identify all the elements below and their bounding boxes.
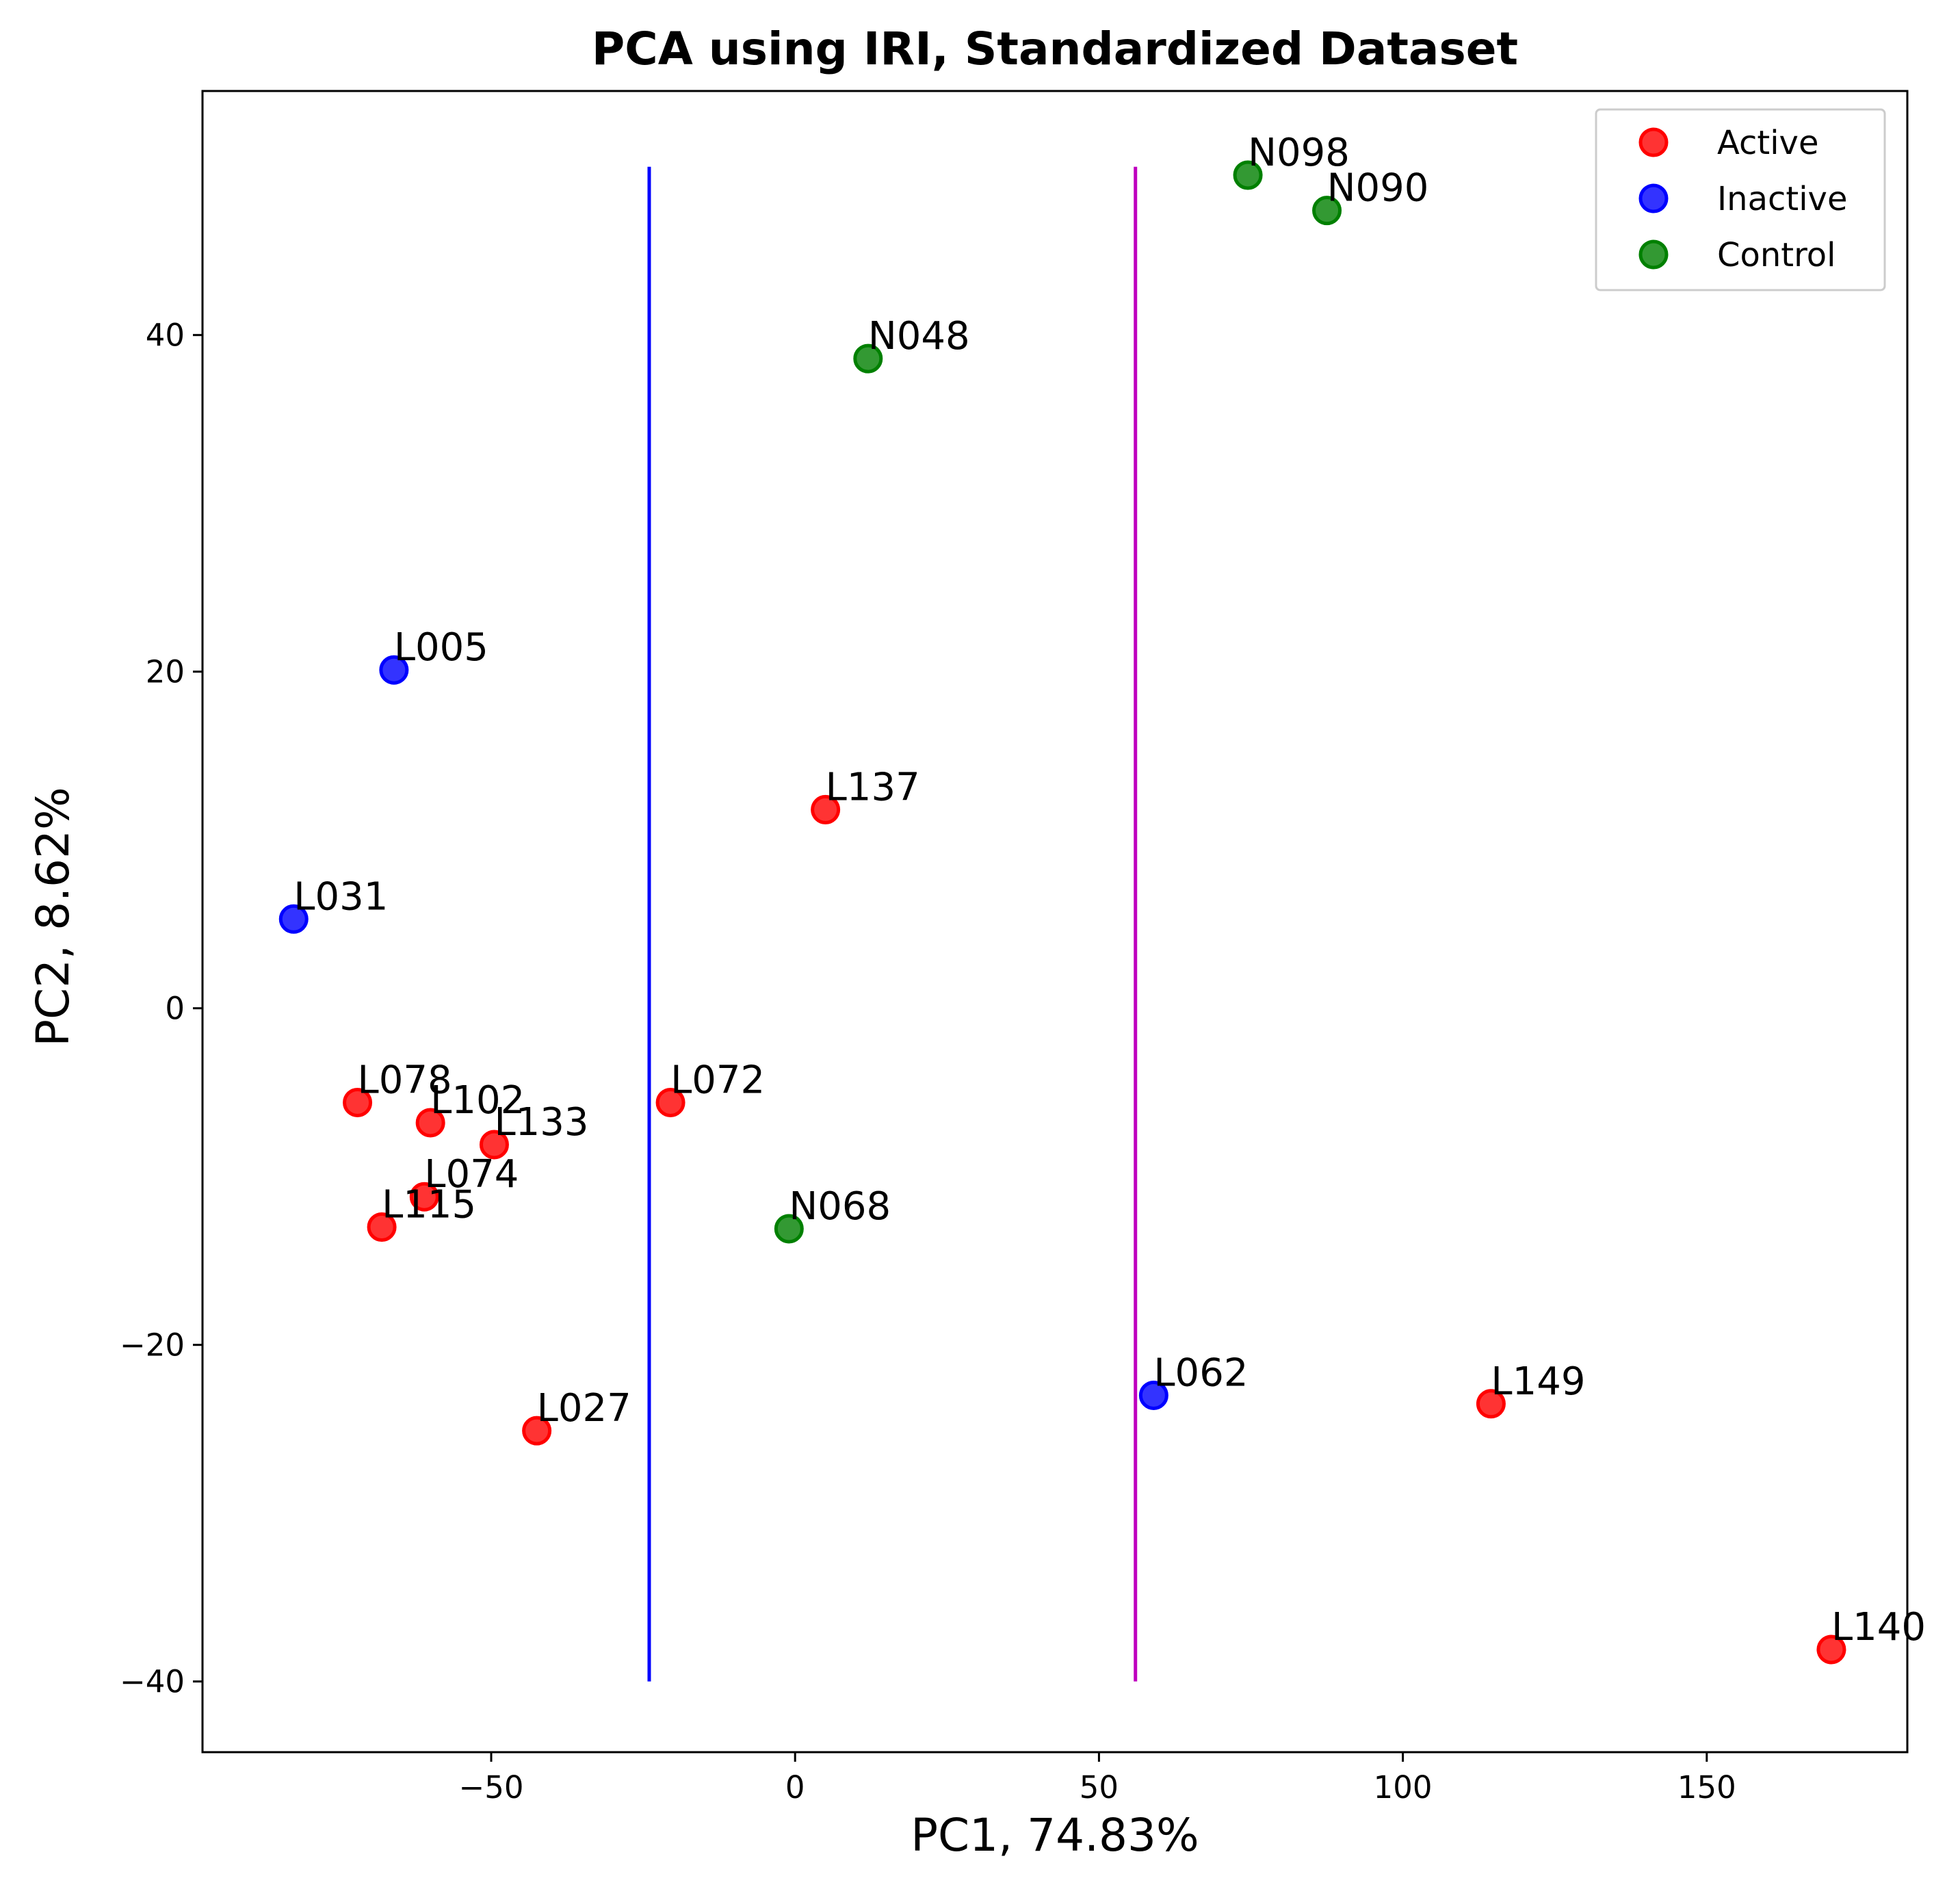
point-l115: [367, 1212, 397, 1242]
y-tick-label: 40: [146, 317, 185, 354]
y-axis-label: PC2, 8.62%: [27, 787, 79, 1047]
legend: Active Inactive Control: [1595, 108, 1886, 291]
y-tick-label: −20: [120, 1327, 185, 1364]
point-l062: [1138, 1380, 1168, 1410]
legend-label-active: Active: [1717, 124, 1818, 162]
legend-marker-inactive: [1638, 183, 1669, 213]
point-n068: [774, 1214, 804, 1244]
point-label-l115: L115: [382, 1182, 476, 1227]
point-label-l005: L005: [394, 625, 488, 670]
point-label-l062: L062: [1153, 1351, 1248, 1395]
x-tick-label: 150: [1677, 1769, 1736, 1806]
point-label-l137: L137: [826, 765, 920, 809]
x-tick-label: 0: [785, 1769, 805, 1806]
point-label-l149: L149: [1491, 1359, 1585, 1404]
chart-title: PCA using IRI, Standardized Dataset: [592, 23, 1518, 75]
point-l133: [479, 1130, 509, 1160]
point-label-l078: L078: [358, 1058, 452, 1102]
point-n048: [853, 343, 883, 374]
point-l005: [379, 655, 409, 685]
point-label-l102: L102: [430, 1078, 525, 1123]
legend-marker-control: [1638, 239, 1669, 270]
x-axis-ticks: −50 0 50 100 150: [459, 1752, 1736, 1806]
point-l031: [278, 904, 309, 934]
point-l102: [415, 1108, 445, 1138]
point-n090: [1312, 196, 1342, 226]
point-label-l133: L133: [494, 1100, 588, 1145]
legend-label-control: Control: [1717, 236, 1836, 274]
point-n098: [1233, 160, 1263, 190]
point-label-l027: L027: [537, 1386, 631, 1431]
point-l149: [1476, 1389, 1506, 1419]
point-label-n068: N068: [789, 1184, 891, 1229]
legend-marker-active: [1638, 127, 1669, 157]
point-label-n098: N098: [1248, 131, 1350, 175]
point-l027: [522, 1416, 552, 1446]
plot-area-frame: [201, 90, 1909, 1754]
data-points: [278, 160, 1846, 1665]
point-label-l072: L072: [670, 1058, 765, 1102]
point-label-n048: N048: [868, 314, 970, 359]
y-tick-label: −40: [120, 1664, 185, 1700]
reference-lines: [647, 166, 1138, 1682]
point-l137: [811, 794, 841, 824]
x-tick-label: 50: [1080, 1769, 1119, 1806]
legend-box: [1595, 108, 1886, 291]
point-label-l074: L074: [424, 1152, 519, 1197]
point-l074: [409, 1182, 439, 1212]
x-axis-label: PC1, 74.83%: [911, 1809, 1199, 1862]
y-tick-label: 0: [165, 991, 185, 1027]
legend-label-inactive: Inactive: [1717, 180, 1847, 218]
point-label-l031: L031: [293, 874, 388, 919]
y-tick-label: 20: [146, 654, 185, 690]
point-l140: [1816, 1634, 1846, 1665]
x-tick-label: 100: [1374, 1769, 1433, 1806]
x-tick-label: −50: [459, 1769, 524, 1806]
point-l078: [343, 1087, 373, 1117]
point-label-l140: L140: [1831, 1605, 1926, 1650]
point-label-n090: N090: [1327, 166, 1429, 211]
point-l072: [655, 1087, 685, 1117]
y-axis-ticks: −40 −20 0 20 40: [120, 317, 202, 1700]
